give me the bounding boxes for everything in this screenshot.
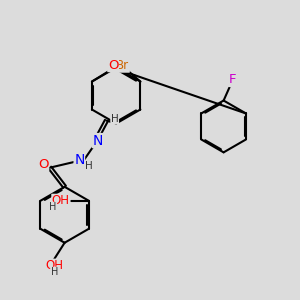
Text: OH: OH <box>45 259 63 272</box>
Text: H: H <box>51 267 58 277</box>
Text: N: N <box>74 153 85 167</box>
Text: N: N <box>92 134 103 148</box>
Text: OH: OH <box>52 194 70 207</box>
Text: O: O <box>38 158 49 171</box>
Text: H: H <box>49 202 57 212</box>
Text: O: O <box>108 58 119 72</box>
Text: H: H <box>111 114 119 124</box>
Text: F: F <box>229 74 236 86</box>
Text: H: H <box>85 161 93 171</box>
Text: Br: Br <box>116 59 129 72</box>
